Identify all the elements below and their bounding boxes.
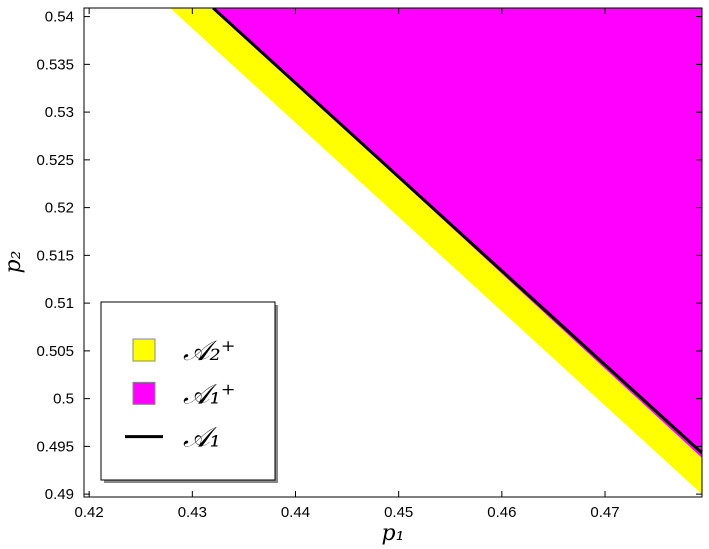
x-tick-label: 0.43 <box>178 504 207 521</box>
y-tick-label: 0.49 <box>45 486 74 503</box>
legend-label: 𝒜₁ <box>183 421 221 454</box>
axes-box <box>83 7 703 498</box>
plot-layer <box>170 8 702 495</box>
legend-box <box>100 301 276 481</box>
x-axis-label: p₁ <box>382 521 405 546</box>
legend-label: 𝒜₂⁺ <box>183 334 236 367</box>
legend-swatch <box>132 338 156 362</box>
y-tick-label: 0.54 <box>45 9 74 26</box>
y-tick-label: 0.51 <box>45 295 74 312</box>
y-tick-label: 0.5 <box>53 391 74 408</box>
region <box>170 8 702 495</box>
x-tick-label: 0.42 <box>75 504 104 521</box>
y-tick-label: 0.495 <box>36 438 74 455</box>
y-tick-label: 0.52 <box>45 200 74 217</box>
legend-swatch <box>132 381 156 405</box>
x-tick-label: 0.45 <box>384 504 413 521</box>
x-tick-label: 0.46 <box>487 504 516 521</box>
boundary-line <box>212 8 702 455</box>
legend-label: 𝒜₁⁺ <box>183 377 236 410</box>
y-tick-label: 0.515 <box>36 247 74 264</box>
y-axis-label: p₂ <box>1 251 26 274</box>
y-tick-label: 0.535 <box>36 56 74 73</box>
x-tick-label: 0.47 <box>590 504 619 521</box>
y-tick-label: 0.505 <box>36 343 74 360</box>
y-tick-label: 0.53 <box>45 104 74 121</box>
x-tick-label: 0.44 <box>281 504 310 521</box>
y-tick-label: 0.525 <box>36 152 74 169</box>
